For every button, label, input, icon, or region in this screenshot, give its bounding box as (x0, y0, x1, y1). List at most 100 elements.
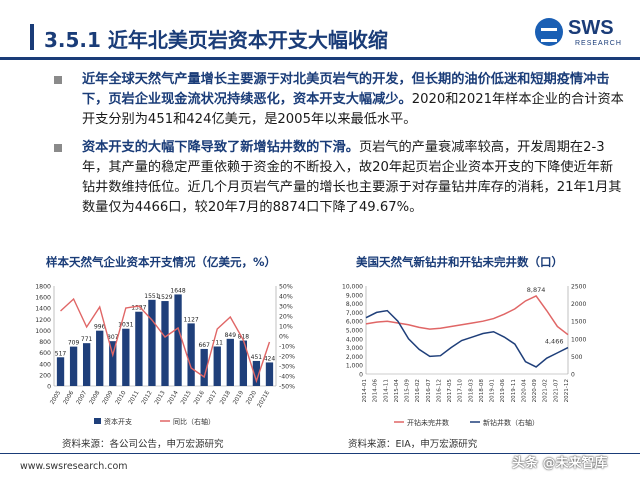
x-tick-label: 2016-07 (426, 379, 432, 403)
chart-title-capex: 样本天然气企业资本开支情况（亿美元，%） (46, 255, 277, 269)
bar-value-label: 1648 (170, 287, 185, 294)
bar-value-label: 818 (238, 334, 250, 341)
y2-tick-label: -10% (279, 344, 295, 351)
sws-logo: SWS RESEARCH (535, 16, 625, 52)
x-tick-label: 2005 (50, 390, 63, 406)
y-tick-label: 0 (47, 384, 51, 391)
bar (174, 294, 182, 386)
bar (187, 323, 195, 386)
footer-url[interactable]: www.swsresearch.com (20, 461, 128, 472)
x-tick-label: 2017-05 (447, 379, 453, 403)
x-tick-label: 2021-02 (543, 379, 549, 402)
y2-tick-label: 20% (279, 314, 293, 321)
yoy-line (60, 297, 271, 384)
bullet-square-icon (54, 76, 62, 84)
x-tick-label: 2021-12 (564, 379, 570, 402)
y2-tick-label: 500 (571, 354, 583, 361)
y-tick-label: 200 (39, 372, 51, 379)
x-tick-label: 2018 (219, 390, 232, 406)
bar (122, 328, 130, 386)
x-tick-label: 2017-10 (458, 379, 464, 403)
title-accent (30, 24, 34, 50)
x-tick-label: 2011 (128, 390, 141, 406)
bar (213, 346, 221, 386)
x-tick-label: 2008 (89, 390, 102, 406)
x-tick-label: 2017 (206, 390, 219, 406)
logo-text: SWS (568, 17, 614, 39)
bullet-normal-text: 2020和2021年样本企业的合计资本开支分别为451和424亿美元，是2005… (82, 92, 624, 127)
logo-icon (535, 18, 563, 46)
bullet-square-icon (54, 144, 62, 152)
y-tick-label: 4,000 (346, 336, 363, 343)
new-wells-line (365, 309, 569, 368)
y-tick-label: 6,000 (346, 319, 363, 326)
page-title: 3.5.1 近年北美页岩资本开支大幅收缩 (44, 28, 388, 52)
x-tick-label: 2019-01 (490, 379, 496, 403)
header: 3.5.1 近年北美页岩资本开支大幅收缩 SWS RESEARCH (0, 0, 640, 62)
x-tick-label: 2014-01 (362, 379, 368, 403)
bar-value-label: 807 (107, 334, 119, 341)
y2-tick-label: 2500 (571, 284, 586, 291)
x-tick-label: 2020-04 (521, 379, 527, 403)
y-tick-label: 1,000 (346, 363, 363, 370)
y-tick-label: 2,000 (346, 354, 363, 361)
y2-tick-label: 1500 (571, 319, 586, 326)
y-tick-label: 3,000 (346, 345, 363, 352)
y-tick-label: 1000 (35, 328, 51, 335)
title-bar: 3.5.1 近年北美页岩资本开支大幅收缩 (30, 18, 388, 52)
bar-value-label: 517 (55, 350, 67, 357)
bar (252, 360, 261, 386)
x-tick-label: 2007 (76, 390, 89, 406)
y2-tick-label: 1000 (571, 336, 586, 343)
y-tick-label: 0 (359, 372, 363, 379)
bar-value-label: 1337 (131, 305, 146, 312)
bullet-item: 资本开支的大幅下降导致了新增钻井数的下滑。页岩气的产量衰减率较高，开发周期在2-… (54, 138, 624, 218)
bullet-normal-text: 页岩气的产量衰减率较高，开发周期在2-3年，其产量的稳定严重依赖于资金的不断投入… (82, 140, 622, 215)
legend-bar-swatch (94, 418, 101, 424)
bar (265, 362, 274, 386)
x-tick-label: 2016-12 (436, 379, 442, 402)
bar (96, 330, 104, 386)
bar-value-label: 667 (198, 342, 210, 349)
x-tick-label: 2015-04 (394, 379, 400, 403)
bar-value-label: 849 (225, 332, 237, 339)
bar-value-label: 424 (264, 355, 276, 362)
bullet-item: 近年全球天然气产量增长主要源于对北美页岩气的开发，但长期的油价低迷和短期疫情冲击… (54, 70, 624, 130)
x-tick-label: 2015-09 (405, 379, 411, 403)
y2-tick-label: 0 (571, 372, 575, 379)
y-tick-label: 8,000 (346, 301, 363, 308)
legend-duc-label: 开钻未完井数 (407, 418, 449, 427)
x-tick-label: 2020 (246, 390, 259, 406)
bullet-strong-text: 近年全球天然气产量增长主要源于对北美页岩气的开发，但长期的油价低迷和短期疫情冲击… (82, 72, 610, 107)
x-tick-label: 2019-06 (500, 379, 506, 403)
capex-chart: 1800 1600 1400 1200 1000 800 600 400 200 0 50% 40% 3… (20, 270, 310, 430)
y2-tick-label: 2000 (571, 301, 586, 308)
y-tick-label: 600 (39, 350, 51, 357)
x-tick-label: 2014-06 (373, 379, 379, 403)
x-tick-label: 2019-11 (511, 379, 517, 403)
bar-value-label: 711 (212, 340, 224, 347)
x-tick-label: 2014-11 (383, 379, 389, 403)
y2-tick-label: 50% (279, 284, 293, 291)
chart-title-wells: 美国天然气新钻井和开钻未完井数（口） (356, 255, 563, 269)
bar-value-label: 771 (81, 336, 93, 343)
footer-divider (0, 453, 640, 454)
y2-tick-label: -50% (279, 384, 295, 391)
y-tick-label: 1800 (35, 284, 51, 291)
bar (226, 338, 234, 386)
x-tick-label: 2021-07 (553, 379, 559, 403)
bar-value-label: 996 (94, 324, 106, 331)
bar-value-label: 451 (251, 354, 263, 361)
y2-tick-label: -40% (279, 374, 295, 381)
x-tick-label: 2018-03 (468, 379, 474, 403)
x-tick-label: 2006 (63, 390, 76, 406)
bar-value-label: 1127 (183, 316, 198, 323)
bar (56, 357, 65, 386)
header-divider (0, 57, 640, 60)
bar (135, 311, 143, 386)
legend-new-wells-label: 新钻井数（右轴） (483, 418, 539, 427)
bar (161, 301, 169, 386)
x-tick-label: 2013 (154, 390, 167, 406)
bar-value-label: 709 (68, 340, 80, 347)
watermark: 头条 @未来智库 (512, 456, 608, 471)
